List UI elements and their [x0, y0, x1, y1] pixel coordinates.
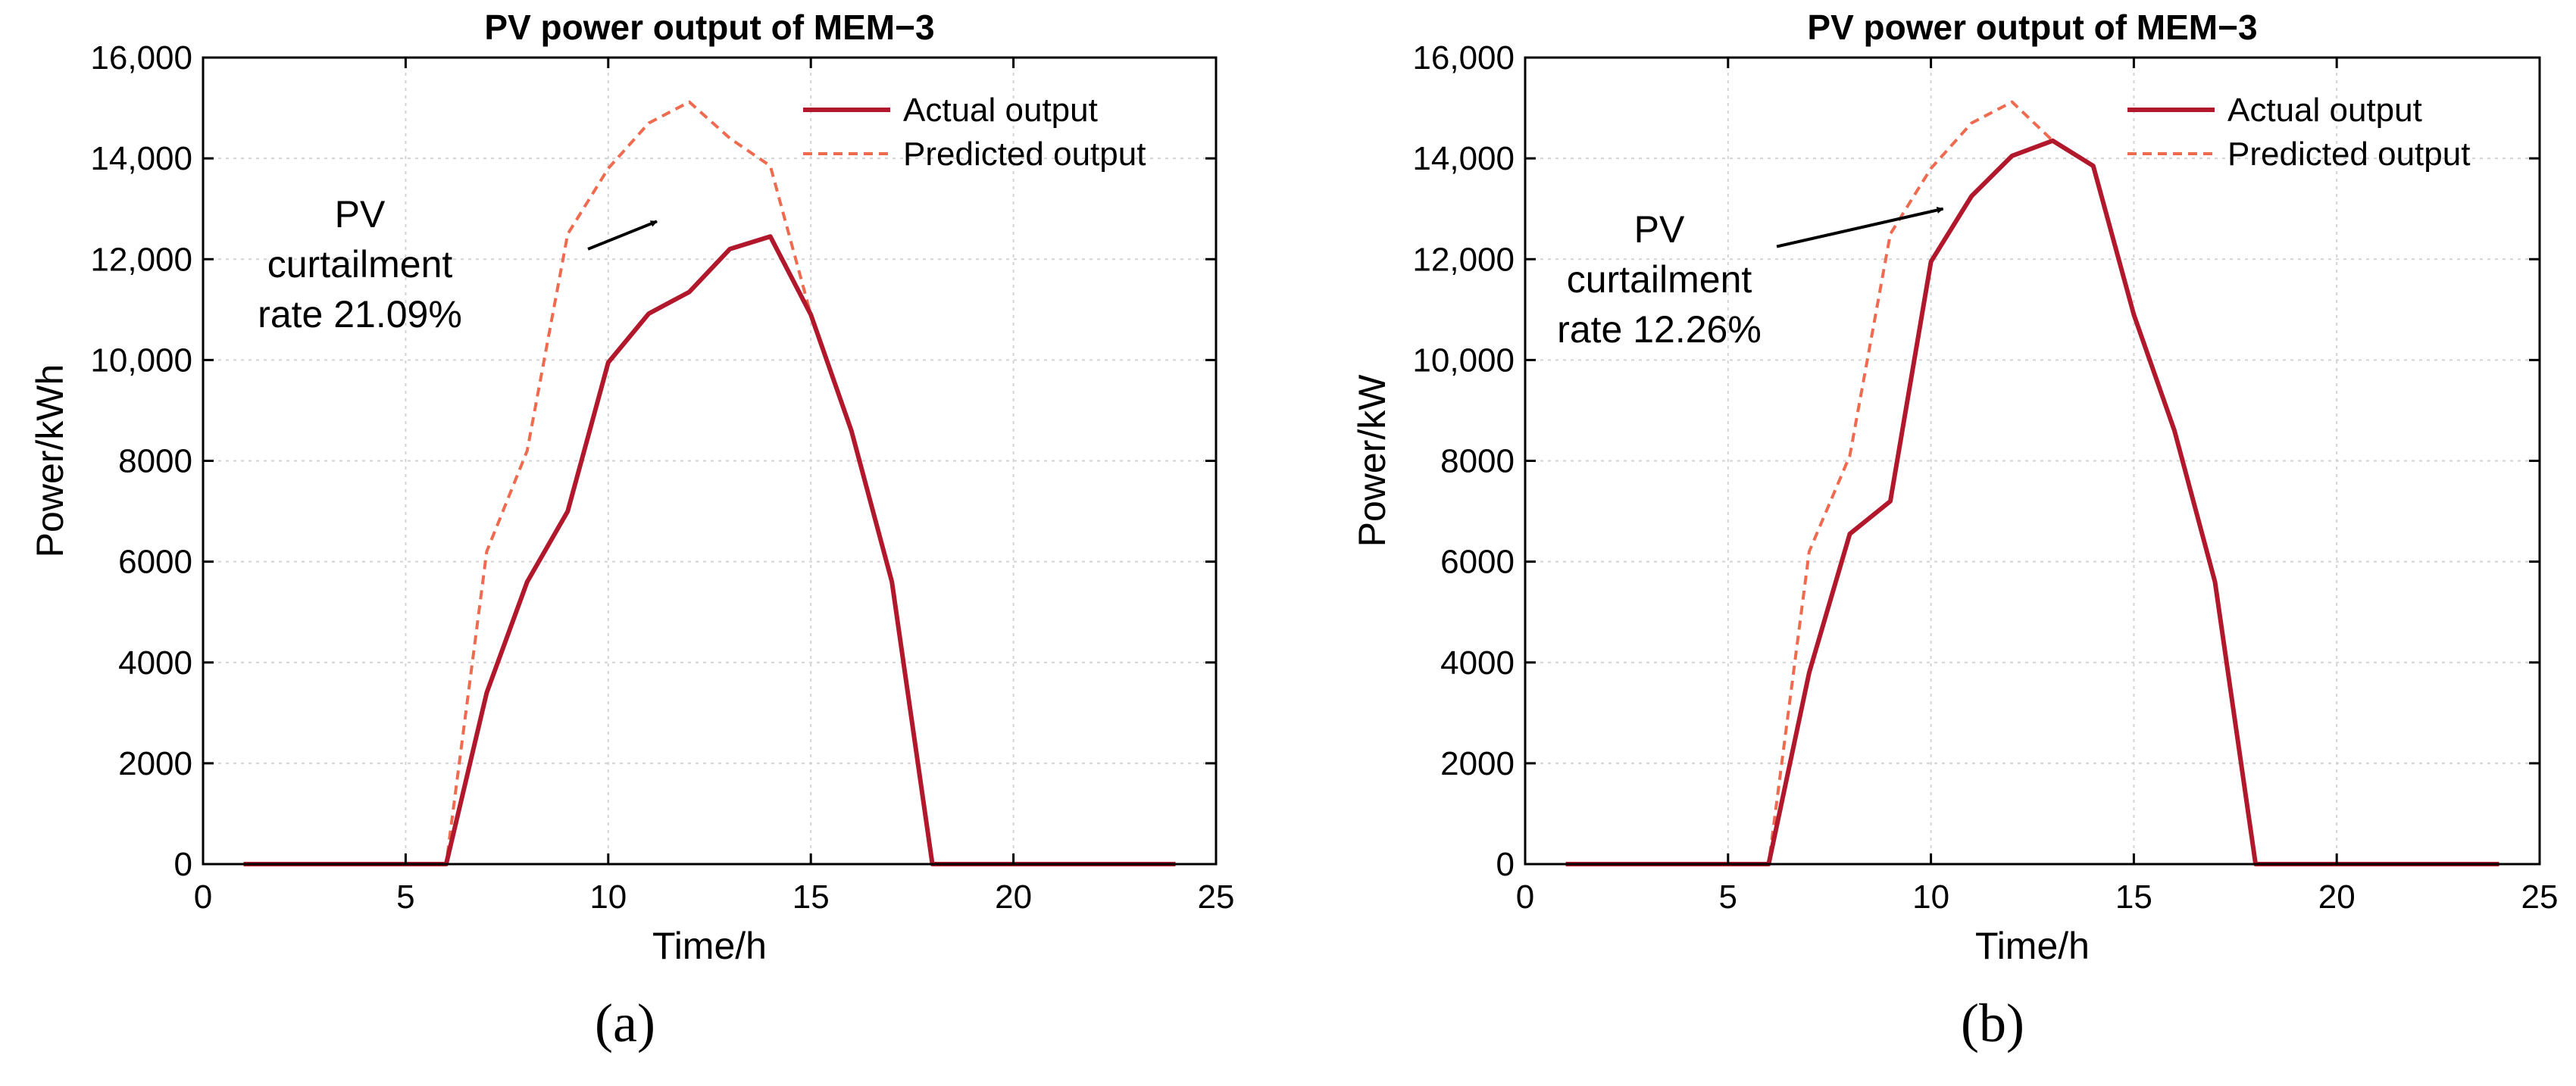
y-tick-label: 6000 — [118, 544, 192, 581]
chart-panel-a: 0 5 10 15 20 25 0 2000 4000 6000 8000 10,000 12,000 1… — [29, 8, 1234, 1053]
legend-predicted-label: Predicted output — [903, 136, 1146, 173]
legend-predicted-label: Predicted output — [2227, 136, 2470, 173]
y-tick-label: 8000 — [1440, 443, 1515, 480]
y-tick-label: 16,000 — [90, 39, 192, 76]
x-tick-label: 15 — [792, 878, 830, 916]
y-tick-label: 12,000 — [90, 241, 192, 278]
chart-title: PV power output of MEM−3 — [1807, 8, 2257, 47]
y-tick-label: 6000 — [1440, 544, 1515, 581]
chart-title: PV power output of MEM−3 — [484, 8, 934, 47]
y-tick-label: 2000 — [1440, 745, 1515, 782]
x-tick-label: 0 — [1516, 878, 1534, 916]
y-tick-label: 4000 — [1440, 644, 1515, 682]
x-tick-label: 0 — [194, 878, 212, 916]
y-axis-label: Power/kWh — [29, 364, 71, 558]
panel-label: (b) — [1961, 993, 2024, 1053]
legend: Actual output Predicted output — [803, 92, 1146, 173]
x-tick-label: 15 — [2115, 878, 2152, 916]
legend-actual-label: Actual output — [903, 92, 1098, 129]
y-tick-label: 8000 — [118, 443, 192, 480]
x-tick-label: 20 — [2318, 878, 2356, 916]
y-tick-label: 14,000 — [1412, 140, 1515, 177]
annotation-arrow — [1776, 207, 1944, 248]
annotation-arrow — [587, 220, 658, 251]
x-axis-label: Time/h — [652, 925, 767, 967]
x-tick-label: 5 — [1719, 878, 1737, 916]
x-tick-label: 25 — [2521, 878, 2559, 916]
panel-label: (a) — [595, 993, 655, 1053]
annotation-text: curtailment — [1567, 258, 1752, 301]
annotation-text: rate 21.09% — [258, 293, 462, 335]
chart-panel-b: 0 5 10 15 20 25 0 2000 4000 6000 8000 10,000 12,000 1… — [1351, 8, 2558, 1053]
x-tick-label: 25 — [1198, 878, 1235, 916]
y-tick-label: 2000 — [118, 745, 192, 782]
annotation-text: PV — [1634, 208, 1685, 251]
annotation-text: curtailment — [267, 243, 453, 286]
y-tick-label: 0 — [174, 846, 192, 883]
actual-output-line — [1565, 138, 2499, 866]
x-axis-label: Time/h — [1975, 925, 2090, 967]
annotation-text: PV — [335, 193, 386, 236]
y-tick-label: 12,000 — [1412, 241, 1515, 278]
y-tick-label: 16,000 — [1412, 39, 1515, 76]
y-tick-label: 14,000 — [90, 140, 192, 177]
x-tick-label: 20 — [995, 878, 1032, 916]
y-tick-label: 4000 — [118, 644, 192, 682]
x-tick-label: 10 — [1912, 878, 1949, 916]
annotation-text: rate 12.26% — [1557, 308, 1762, 351]
x-tick-label: 10 — [589, 878, 627, 916]
y-tick-label: 0 — [1496, 846, 1515, 883]
legend: Actual output Predicted output — [2127, 92, 2470, 173]
legend-actual-label: Actual output — [2227, 92, 2422, 129]
predicted-output-line — [1565, 100, 2499, 866]
y-tick-label: 10,000 — [90, 342, 192, 379]
y-tick-label: 10,000 — [1412, 342, 1515, 379]
y-axis-label: Power/kW — [1351, 374, 1393, 548]
x-tick-label: 5 — [396, 878, 414, 916]
